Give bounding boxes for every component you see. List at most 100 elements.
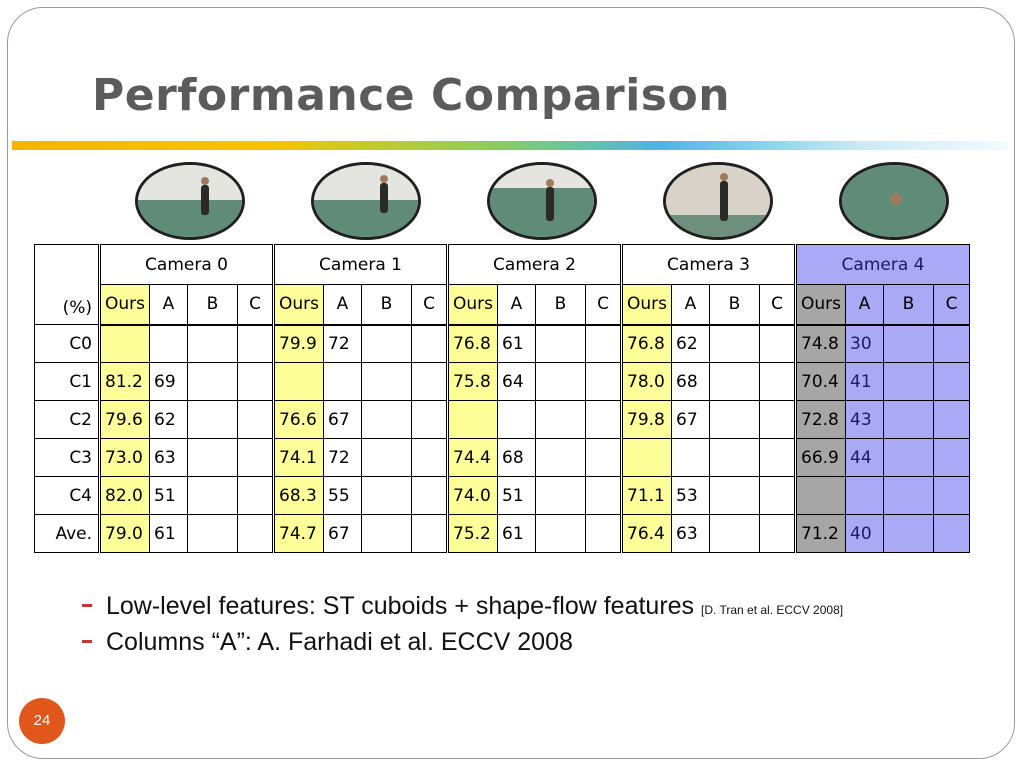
table-cell xyxy=(411,400,448,439)
table-cell xyxy=(585,324,622,363)
table-cell: 64 xyxy=(497,362,536,401)
table-cell xyxy=(535,514,586,553)
table-cell xyxy=(187,514,238,553)
table-cell xyxy=(149,324,188,363)
table-cell xyxy=(411,438,448,477)
table-cell: 51 xyxy=(149,476,188,515)
table-cell: 68.3 xyxy=(272,476,324,515)
method-header: Ours xyxy=(98,284,150,326)
method-header: A xyxy=(671,284,710,326)
table-cell xyxy=(585,400,622,439)
table-cell: 69 xyxy=(149,362,188,401)
table-cell: 61 xyxy=(497,324,536,363)
table-cell xyxy=(237,476,274,515)
table-cell: 63 xyxy=(149,438,188,477)
table-cell xyxy=(535,400,586,439)
table-cell: 74.4 xyxy=(446,438,498,477)
table-cell xyxy=(759,438,796,477)
method-header: Ours xyxy=(620,284,672,326)
table-cell xyxy=(237,324,274,363)
table-cell: 75.2 xyxy=(446,514,498,553)
table-cell: 74.0 xyxy=(446,476,498,515)
table-cell: 61 xyxy=(497,514,536,553)
camera-4-thumbnail xyxy=(839,162,949,240)
row-label: C0 xyxy=(34,324,100,363)
table-cell xyxy=(585,476,622,515)
table-cell: 66.9 xyxy=(794,438,846,477)
bullet-citation: [D. Tran et al. ECCV 2008] xyxy=(701,603,844,617)
table-cell: 40 xyxy=(845,514,884,553)
row-label: Ave. xyxy=(34,514,100,553)
table-cell: 67 xyxy=(323,514,362,553)
table-cell xyxy=(497,400,536,439)
table-cell xyxy=(535,324,586,363)
camera-3-thumbnail xyxy=(663,162,773,240)
table-cell: 75.8 xyxy=(446,362,498,401)
table-cell xyxy=(933,476,970,515)
method-header: C xyxy=(237,284,274,326)
table-cell xyxy=(187,324,238,363)
bullet-dash-icon xyxy=(82,639,92,643)
table-cell xyxy=(237,438,274,477)
bullet-dash-icon xyxy=(82,603,92,607)
title-underline xyxy=(12,141,1008,150)
bullet-text: Columns “A”: A. Farhadi et al. ECCV 2008 xyxy=(106,628,573,656)
table-row: C0 79.9 72 76.8 61 76.8 62 74.8 30 xyxy=(34,324,970,363)
method-header: B xyxy=(187,284,238,326)
table-cell xyxy=(933,400,970,439)
table-cell: 44 xyxy=(845,438,884,477)
table-cell: 43 xyxy=(845,400,884,439)
table-cell: 74.8 xyxy=(794,324,846,363)
table-cell: 76.6 xyxy=(272,400,324,439)
table-cell: 71.1 xyxy=(620,476,672,515)
table-cell: 62 xyxy=(149,400,188,439)
table-cell xyxy=(361,438,412,477)
method-header: C xyxy=(585,284,622,326)
table-cell xyxy=(535,362,586,401)
camera-3-header: Camera 3 xyxy=(620,244,796,285)
table-cell xyxy=(187,438,238,477)
method-header: C xyxy=(759,284,796,326)
method-header: Ours xyxy=(272,284,324,326)
method-header: A xyxy=(497,284,536,326)
unit-label: (%) xyxy=(34,244,100,325)
slide-title: Performance Comparison xyxy=(92,70,731,121)
table-cell xyxy=(272,362,324,401)
camera-2-thumbnail xyxy=(487,162,597,240)
table-cell: 79.6 xyxy=(98,400,150,439)
method-header: A xyxy=(845,284,884,326)
table-cell xyxy=(411,514,448,553)
table-cell xyxy=(933,514,970,553)
method-header: B xyxy=(361,284,412,326)
method-header: A xyxy=(149,284,188,326)
table-cell: 79.8 xyxy=(620,400,672,439)
table-cell: 74.7 xyxy=(272,514,324,553)
table-cell xyxy=(671,438,710,477)
table-body: C0 79.9 72 76.8 61 76.8 62 74.8 30 C1 81.2 69 75.8 64… xyxy=(34,324,970,553)
table-cell: 72 xyxy=(323,324,362,363)
camera-2-header: Camera 2 xyxy=(446,244,622,285)
method-header: A xyxy=(323,284,362,326)
method-header: Ours xyxy=(794,284,846,326)
table-cell: 79.0 xyxy=(98,514,150,553)
method-header: B xyxy=(709,284,760,326)
table-cell xyxy=(237,514,274,553)
table-cell xyxy=(620,438,672,477)
table-cell: 78.0 xyxy=(620,362,672,401)
table-cell xyxy=(933,438,970,477)
table-cell xyxy=(361,324,412,363)
table-cell xyxy=(709,362,760,401)
page-number-badge: 24 xyxy=(19,698,65,744)
table-cell: 72.8 xyxy=(794,400,846,439)
method-header-row: Ours A B C Ours A B C Ours A B C Ours A … xyxy=(35,284,970,326)
table-cell: 72 xyxy=(323,438,362,477)
table-cell xyxy=(237,362,274,401)
row-label: C3 xyxy=(34,438,100,477)
table-cell: 51 xyxy=(497,476,536,515)
table-cell xyxy=(883,324,934,363)
table-cell xyxy=(361,514,412,553)
table-cell: 63 xyxy=(671,514,710,553)
table-cell: 76.8 xyxy=(446,324,498,363)
table-cell xyxy=(361,400,412,439)
table-cell xyxy=(323,362,362,401)
